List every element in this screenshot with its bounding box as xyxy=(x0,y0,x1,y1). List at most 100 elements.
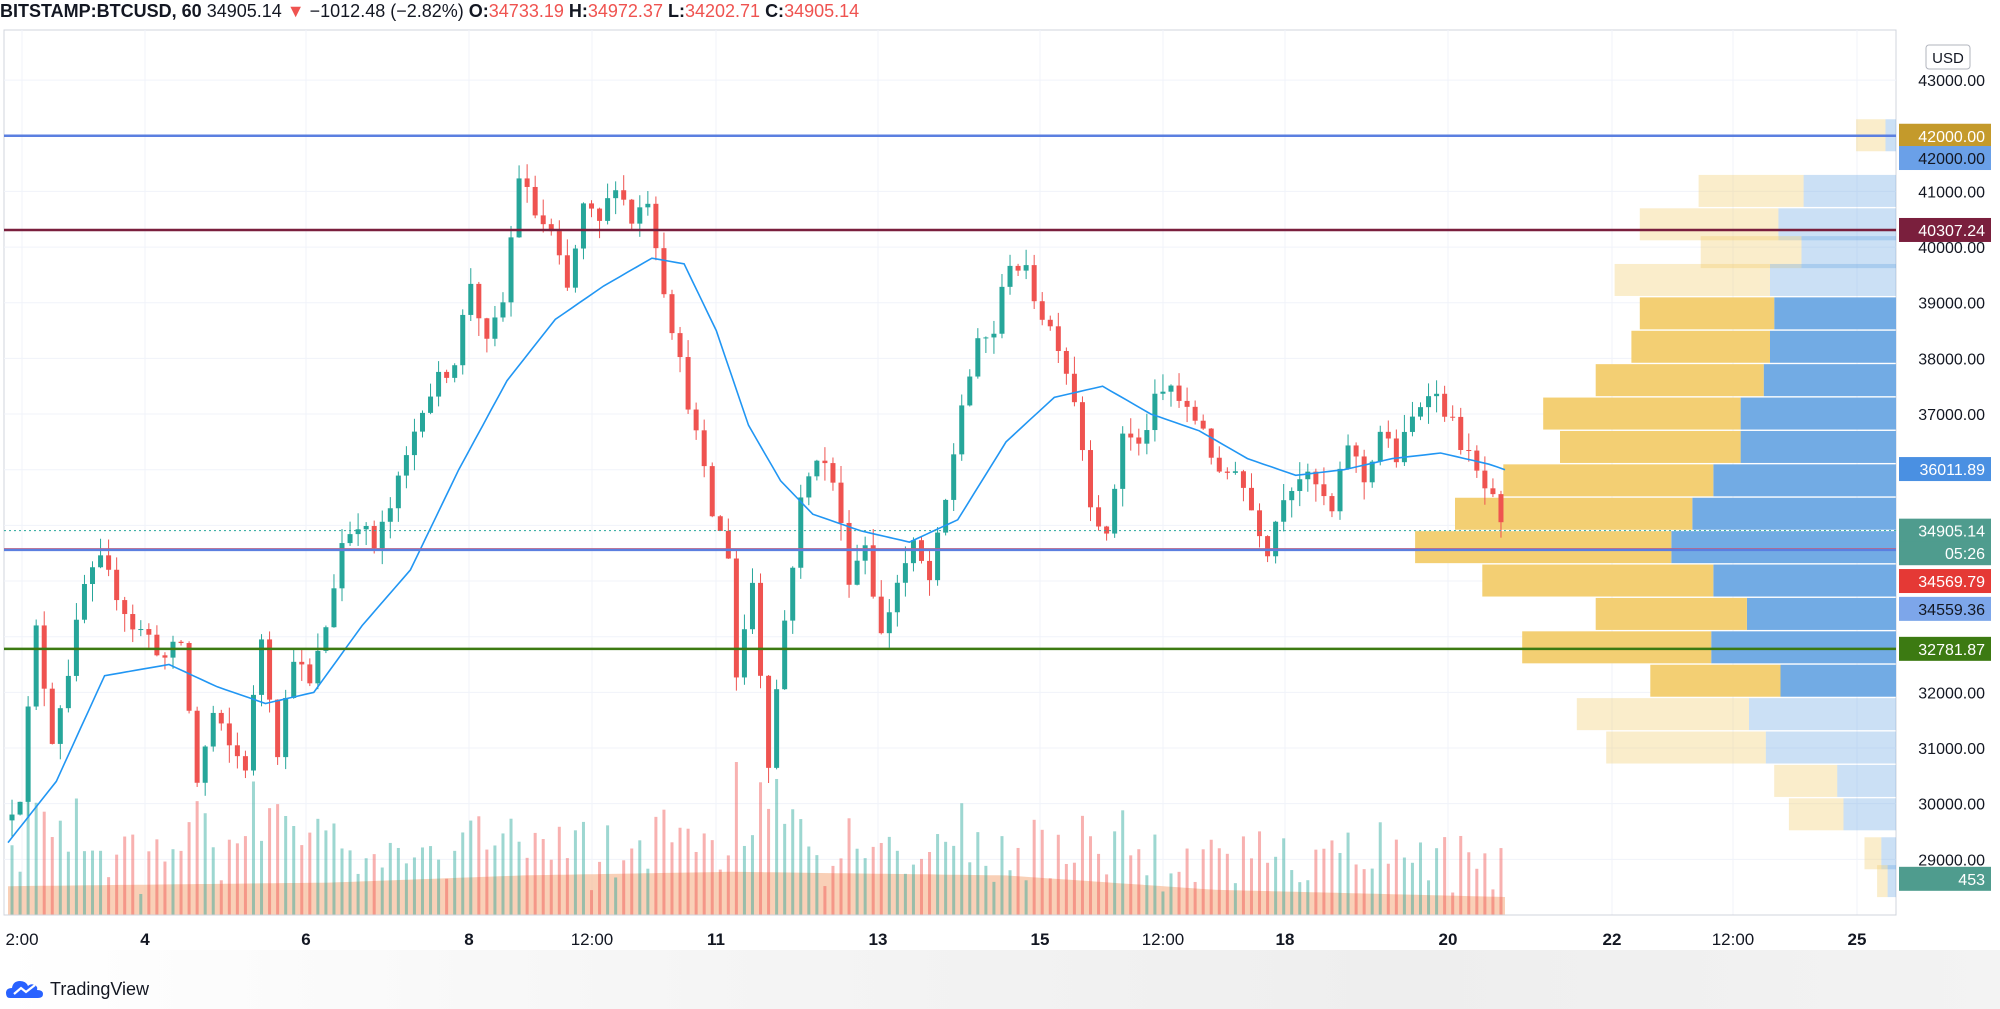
profile-bar-up xyxy=(1455,497,1693,530)
volume-bar xyxy=(734,762,738,915)
candle-body xyxy=(774,689,780,768)
candle-body xyxy=(564,255,570,288)
volume-bar xyxy=(1499,848,1503,915)
volume-bar xyxy=(1153,834,1157,915)
volume-bar xyxy=(437,859,441,915)
volume-bar xyxy=(1056,834,1060,915)
profile-bar-down xyxy=(1765,731,1896,764)
volume-bar xyxy=(445,878,449,915)
volume-bar xyxy=(742,845,746,915)
volume-bar xyxy=(1314,849,1318,915)
volume-bar xyxy=(1145,875,1149,915)
candle-body xyxy=(717,516,723,531)
candle-body xyxy=(226,723,232,746)
volume-bar xyxy=(799,819,803,915)
volume-bar xyxy=(1008,870,1012,915)
candle-body xyxy=(1160,391,1166,394)
time-axis[interactable]: 2:00 4 6 8 12:00 11 13 15 12:00 18 20 22 12:00 25 xyxy=(4,914,1896,949)
candle-body xyxy=(299,661,305,665)
volume-bar xyxy=(268,808,272,915)
volume-bar xyxy=(1282,838,1286,915)
price-change: −1012.48 (−2.82%) xyxy=(309,1,464,21)
x-tick-label: 4 xyxy=(140,930,150,949)
candle-body xyxy=(130,614,136,630)
volume-bar xyxy=(1443,837,1447,915)
candle-body xyxy=(653,203,659,249)
tradingview-logo[interactable]: TradingView xyxy=(6,976,149,1002)
candle-body xyxy=(178,641,184,644)
candle-body xyxy=(701,430,707,467)
profile-bar-up xyxy=(1503,464,1714,497)
candle-body xyxy=(1369,461,1375,483)
candle-body xyxy=(1055,326,1061,351)
currency-badge[interactable]: USD xyxy=(1925,44,1971,70)
volume-bar xyxy=(139,893,143,915)
candle-body xyxy=(1353,445,1359,457)
volume-bar xyxy=(219,880,223,915)
profile-bar-up xyxy=(1482,564,1714,597)
currency-label: USD xyxy=(1932,50,1964,67)
candle-body xyxy=(1192,406,1198,421)
candle-body xyxy=(943,499,949,533)
candle-body xyxy=(419,412,425,432)
x-tick-label: 12:00 xyxy=(1712,930,1755,949)
profile-bar-up xyxy=(1415,531,1672,564)
brand-label: TradingView xyxy=(50,978,150,999)
open-label: O: xyxy=(468,1,489,21)
axis-price-tag xyxy=(1899,636,1991,661)
symbol-label[interactable]: BITSTAMP:BTCUSD, 60 xyxy=(0,1,202,21)
candle-body xyxy=(1409,416,1415,432)
candle-body xyxy=(460,314,466,366)
tradingview-cloud-icon xyxy=(6,981,43,998)
profile-bar-up xyxy=(1650,664,1781,697)
candle-body xyxy=(436,371,442,397)
volume-bar xyxy=(952,845,956,915)
profile-bar-down xyxy=(1887,865,1896,898)
candle-body xyxy=(951,454,957,500)
candle-body xyxy=(1498,494,1504,523)
candle-body xyxy=(508,237,514,303)
profile-bar-down xyxy=(1740,430,1896,463)
volume-bar xyxy=(670,842,674,915)
volume-profile xyxy=(1415,119,1896,898)
candle-body xyxy=(1152,393,1158,431)
volume-bar xyxy=(26,774,30,915)
volume-bar xyxy=(1378,822,1382,915)
volume-bar xyxy=(1201,849,1205,915)
volume-bar xyxy=(1459,835,1463,915)
profile-bar-down xyxy=(1780,664,1896,697)
volume-bar xyxy=(976,832,980,915)
volume-bar xyxy=(1048,878,1052,915)
volume-bar xyxy=(493,845,497,915)
axis-price-tag xyxy=(1899,146,1991,171)
axis-price-tag xyxy=(1899,866,1991,891)
candle-body xyxy=(645,203,651,208)
price-axis[interactable]: 43000.00 41000.00 40000.00 39000.00 38000.00… xyxy=(1897,30,2000,915)
candle-body xyxy=(41,625,47,689)
candle-body xyxy=(1176,385,1182,401)
profile-bar-up xyxy=(1576,698,1749,731)
candle-body xyxy=(693,409,699,431)
candle-body xyxy=(749,582,755,630)
volume-bar xyxy=(1338,852,1342,915)
volume-bar xyxy=(82,851,86,915)
volume-bar xyxy=(1346,832,1350,915)
candle-body xyxy=(1361,456,1367,483)
candle-body xyxy=(250,694,256,771)
volume-bar xyxy=(155,839,159,915)
candle-body xyxy=(846,522,852,585)
candle-body xyxy=(371,525,377,549)
volume-bar xyxy=(823,886,827,915)
candle-body xyxy=(733,558,739,678)
volume-bar xyxy=(815,855,819,915)
candle-body xyxy=(1289,491,1295,501)
volume-bar xyxy=(1177,871,1181,915)
candle-body xyxy=(548,224,554,232)
volume-bar xyxy=(718,869,722,915)
candle-body xyxy=(975,338,981,377)
volume-bar xyxy=(404,863,408,915)
candle-body xyxy=(1273,521,1279,557)
candle-body xyxy=(959,405,965,455)
price-chart[interactable]: 43000.00 41000.00 40000.00 39000.00 38000.00… xyxy=(0,0,2000,950)
candle-body xyxy=(315,650,321,684)
